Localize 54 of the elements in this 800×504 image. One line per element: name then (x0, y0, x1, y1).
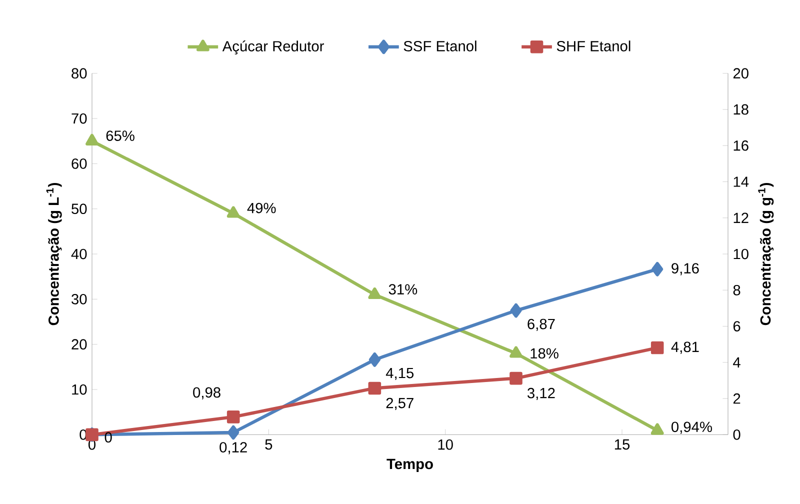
data-label: 4,15 (386, 368, 414, 380)
point (510, 346, 522, 358)
point (226, 206, 240, 218)
x-tick-label: 5 (265, 439, 272, 450)
y2-axis-title: Concentração (g g$^{-1}$) (758, 183, 774, 326)
point (652, 262, 664, 276)
y-tick-label: 50 (72, 204, 87, 214)
point (368, 287, 382, 300)
y2-tick-label: 4 (733, 357, 740, 368)
y2-tick-label: 6 (733, 321, 740, 332)
point (510, 303, 522, 318)
data-label: 31% (388, 284, 418, 295)
y2-tick-label: 16 (734, 140, 748, 151)
data-label: 0,12 (220, 442, 247, 454)
data-label: 2,57 (386, 398, 414, 410)
data-label: 3,12 (528, 388, 555, 400)
data-label: 6,87 (528, 318, 555, 331)
data-label: 4,81 (671, 342, 699, 354)
x-tick-label: 15 (614, 439, 630, 450)
y-axis-title: Concentração (g L$^{-1}$) (46, 183, 62, 326)
data-label: 18% (530, 348, 558, 359)
y2-tick-label: 0 (733, 429, 740, 440)
y2-tick-label: 2 (733, 393, 740, 404)
y-tick-label: 80 (72, 68, 87, 79)
point (226, 410, 240, 424)
legend-label: SHF Etanol (556, 40, 630, 52)
point (228, 425, 240, 440)
y-tick-label: 60 (72, 158, 87, 169)
legend-label: Açúcar Redutor (222, 40, 324, 54)
y2-tick-label: 14 (734, 176, 749, 187)
y-tick-label: 20 (72, 339, 87, 350)
x-tick-label: 10 (438, 439, 453, 450)
point (368, 382, 382, 395)
y-tick-label: 40 (71, 248, 87, 260)
point (650, 423, 664, 435)
y2-tick-label: 18 (734, 104, 748, 115)
y-tick-label: 10 (72, 384, 87, 395)
y2-tick-label: 20 (733, 68, 748, 79)
point (650, 341, 664, 354)
point (368, 352, 380, 367)
x-axis-title: Tempo (386, 458, 433, 472)
data-label: 0,98 (193, 387, 220, 400)
y2-tick-label: 8 (733, 284, 740, 296)
data-label: 9,16 (672, 263, 699, 276)
data-label: 0,94% (672, 422, 712, 434)
y-tick-label: 70 (72, 113, 87, 124)
point (510, 372, 522, 385)
y2-tick-label: 10 (734, 248, 748, 260)
y2-tick-label: 12 (734, 212, 748, 223)
data-label: 65% (106, 130, 134, 141)
y-tick-label: 30 (72, 294, 87, 304)
legend-label: SSF Etanol (404, 40, 476, 52)
data-label: 49% (247, 202, 276, 214)
point (86, 134, 98, 146)
